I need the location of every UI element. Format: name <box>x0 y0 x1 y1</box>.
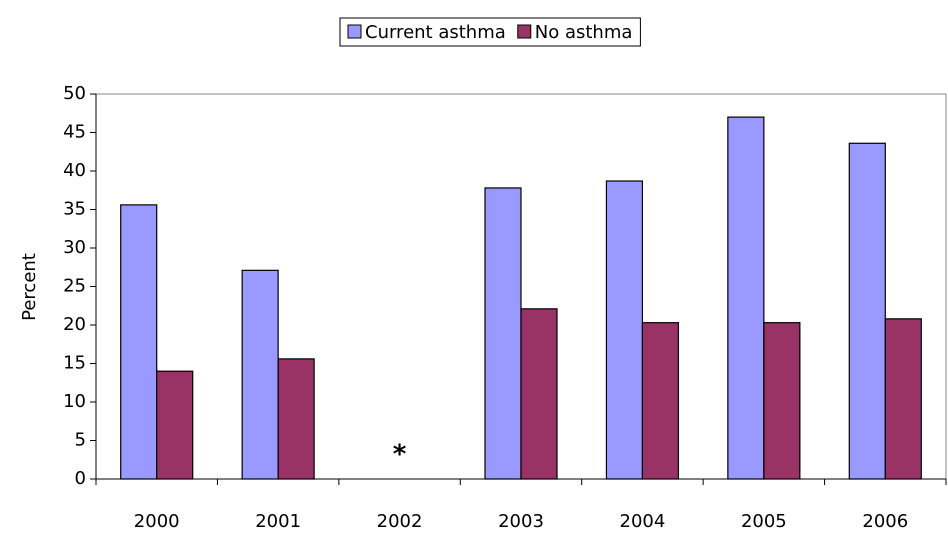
legend-swatch <box>517 24 532 39</box>
y-tick-label: 10 <box>63 391 86 412</box>
y-tick-label: 30 <box>63 237 86 258</box>
y-tick-label: 20 <box>63 314 86 335</box>
bar <box>241 269 279 480</box>
y-tick-label: 50 <box>63 83 86 104</box>
bar <box>884 318 922 480</box>
y-tick-label: 45 <box>63 122 86 143</box>
bar <box>727 116 765 480</box>
bar <box>763 322 801 480</box>
bar <box>120 204 158 480</box>
bar <box>277 358 315 480</box>
y-tick-label: 35 <box>63 199 86 220</box>
x-tick-label: 2003 <box>498 511 544 532</box>
annotation: * <box>393 440 407 470</box>
y-tick-label: 5 <box>75 430 86 451</box>
legend-label: No asthma <box>535 22 633 43</box>
y-tick-label: 0 <box>75 468 86 489</box>
bar <box>520 308 558 480</box>
y-tick-label: 40 <box>63 160 86 181</box>
bar <box>156 370 194 480</box>
plot-border <box>96 93 947 479</box>
x-tick-label: 2005 <box>741 511 787 532</box>
legend-label: Current asthma <box>365 22 506 43</box>
x-tick-label: 2004 <box>620 511 666 532</box>
bar <box>848 142 886 480</box>
x-tick-label: 2000 <box>134 511 180 532</box>
x-tick-label: 2001 <box>255 511 301 532</box>
y-axis-title: Percent <box>19 253 40 321</box>
y-tick-label: 25 <box>63 276 86 297</box>
bar <box>484 187 522 480</box>
y-tick-label: 15 <box>63 353 86 374</box>
legend-swatch <box>347 24 362 39</box>
x-tick-label: 2006 <box>862 511 908 532</box>
bar <box>605 180 644 480</box>
bar <box>641 322 680 480</box>
x-tick-label: 2002 <box>377 511 423 532</box>
legend-box <box>339 17 641 47</box>
